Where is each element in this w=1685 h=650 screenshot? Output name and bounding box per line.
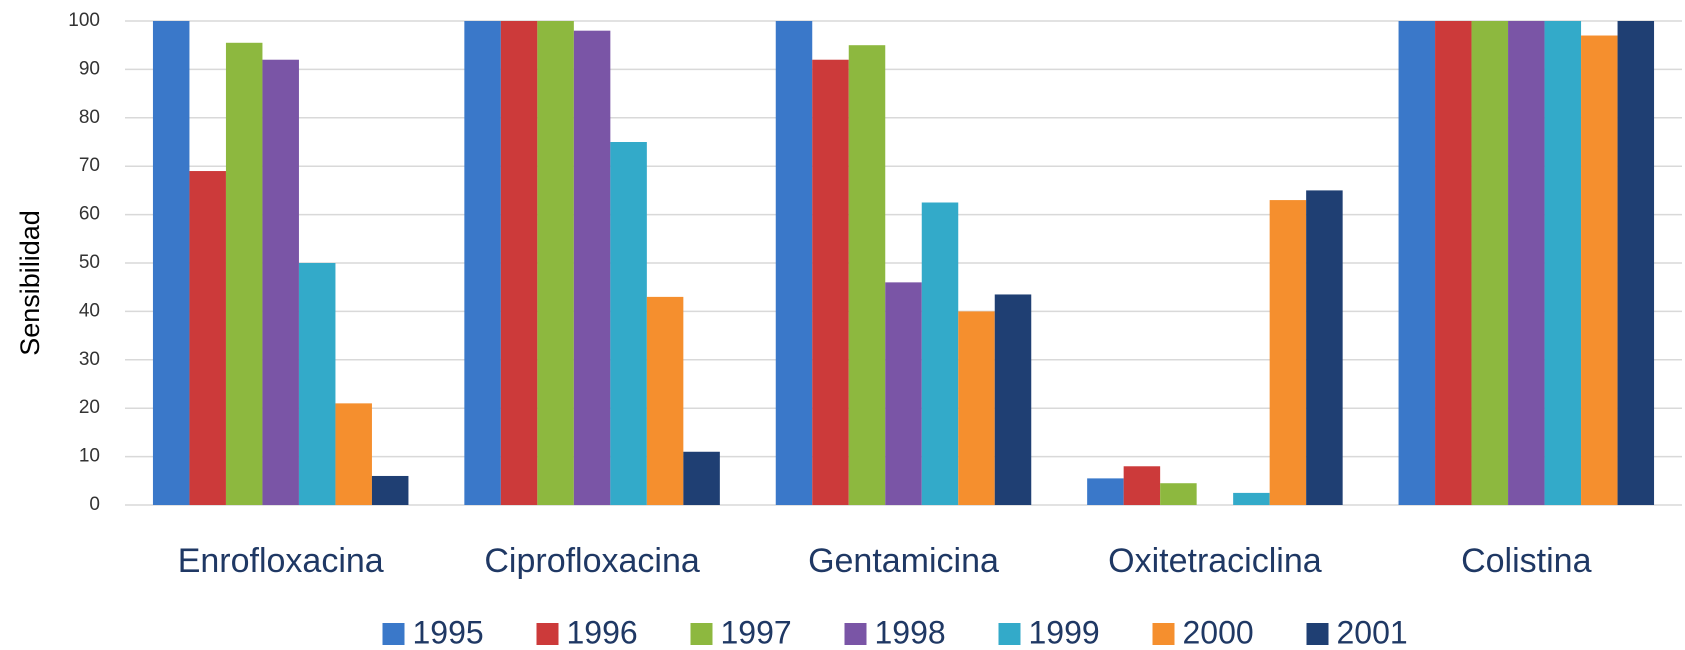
legend-swatch xyxy=(998,623,1021,645)
legend-swatch xyxy=(690,623,713,645)
bar xyxy=(921,202,959,505)
bar xyxy=(646,296,684,505)
bar xyxy=(335,403,372,505)
legend-swatch xyxy=(844,623,867,645)
x-tick-label: Ciprofloxacina xyxy=(484,542,700,580)
y-tick-label: 90 xyxy=(79,58,100,79)
bar xyxy=(1160,483,1197,505)
bar xyxy=(573,30,611,506)
bar xyxy=(994,294,1032,505)
y-tick-label: 70 xyxy=(79,155,100,176)
bar xyxy=(683,451,720,505)
x-tick-label: Gentamicina xyxy=(808,542,999,580)
bar xyxy=(610,142,647,505)
legend-swatch xyxy=(536,623,559,645)
legend-swatch xyxy=(1306,623,1329,645)
bar xyxy=(189,171,226,506)
bar xyxy=(1269,200,1307,505)
bar xyxy=(958,311,995,505)
legend-label: 1995 xyxy=(413,614,484,650)
x-tick-label: Oxitetraciclina xyxy=(1108,542,1322,580)
legend-label: 1998 xyxy=(875,614,946,650)
x-tick-label: Colistina xyxy=(1461,542,1591,580)
y-tick-label: 0 xyxy=(89,494,100,515)
bar xyxy=(812,59,849,505)
bar xyxy=(1398,21,1436,505)
y-tick-label: 10 xyxy=(79,446,100,467)
bar xyxy=(1471,21,1509,505)
y-tick-label: 40 xyxy=(79,300,100,321)
legend-swatch xyxy=(382,623,405,645)
bar xyxy=(371,475,409,505)
legend-label: 1997 xyxy=(721,614,792,650)
legend-label: 1996 xyxy=(567,614,638,650)
y-tick-label: 100 xyxy=(68,10,100,31)
bar xyxy=(848,45,886,505)
bar xyxy=(1233,492,1270,505)
x-tick-label: Enrofloxacina xyxy=(178,542,384,580)
bar xyxy=(262,59,299,505)
bar xyxy=(775,21,813,505)
y-tick-label: 80 xyxy=(79,107,100,128)
bar xyxy=(1508,21,1545,505)
bar xyxy=(1306,190,1343,505)
y-axis-label: Sensibilidad xyxy=(15,210,45,356)
bar xyxy=(885,282,922,505)
y-tick-label: 20 xyxy=(79,397,100,418)
bar xyxy=(1581,35,1618,506)
y-tick-label: 30 xyxy=(79,349,100,370)
legend-label: 1999 xyxy=(1029,614,1100,650)
bar xyxy=(464,21,501,505)
bar xyxy=(1544,21,1582,505)
legend-label: 2000 xyxy=(1183,614,1254,650)
legend-swatch xyxy=(1152,623,1175,645)
bar xyxy=(537,21,574,505)
y-tick-label: 60 xyxy=(79,204,100,225)
bar xyxy=(1435,21,1472,505)
bar xyxy=(1617,21,1655,505)
bar xyxy=(225,42,263,505)
bar xyxy=(1123,466,1161,505)
legend-label: 2001 xyxy=(1337,614,1408,650)
bar xyxy=(500,21,538,505)
bar xyxy=(1087,478,1124,505)
bar xyxy=(152,21,190,505)
y-tick-label: 50 xyxy=(79,252,100,273)
bar xyxy=(298,263,336,505)
